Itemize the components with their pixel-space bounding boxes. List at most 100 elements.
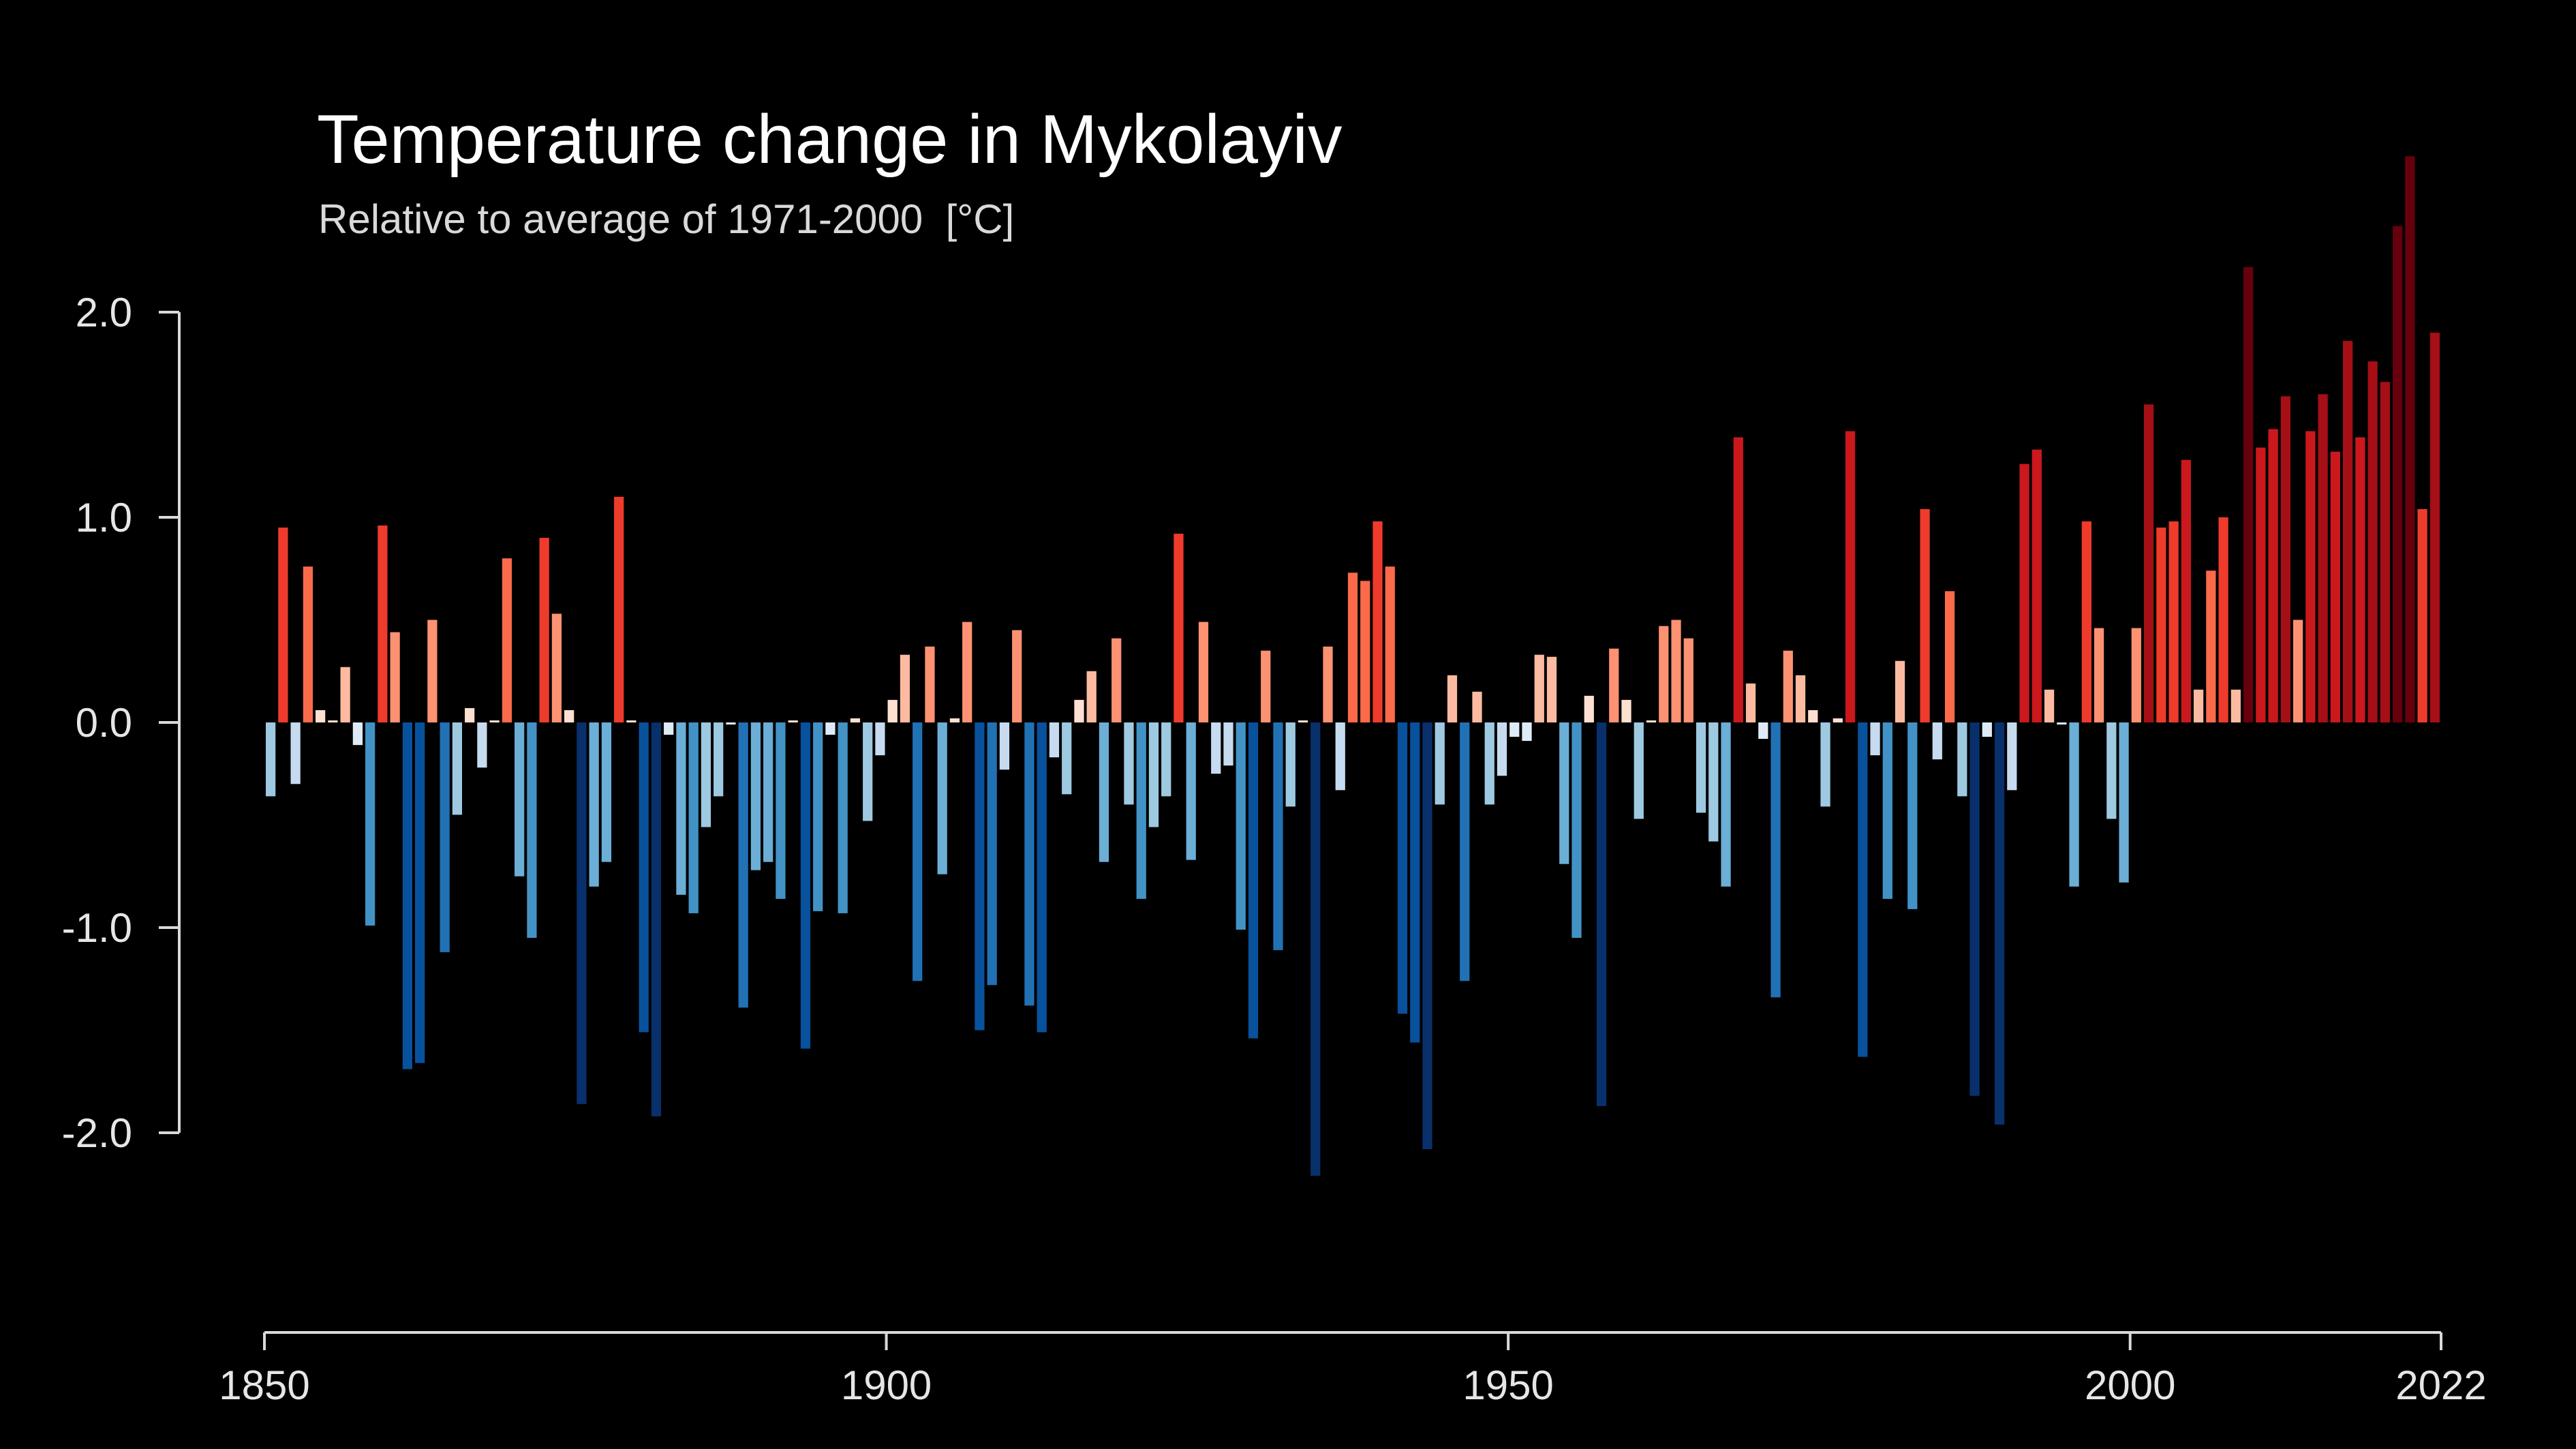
y-tick-label: -1.0 — [62, 905, 132, 951]
bar-1934 — [1310, 722, 1321, 1176]
bar-1985 — [1944, 591, 1955, 722]
bar-1990 — [2007, 722, 2017, 791]
y-tick-label: -2.0 — [62, 1110, 132, 1156]
bar-1948 — [1484, 722, 1494, 805]
bar-1909 — [999, 722, 1010, 770]
bar-1932 — [1285, 722, 1295, 807]
bar-1994 — [2057, 722, 2067, 725]
bar-1878 — [614, 496, 624, 722]
bar-1961 — [1646, 720, 1657, 722]
chart-subtitle: Relative to average of 1971-2000 [°C] — [318, 196, 1015, 242]
bar-1865 — [452, 722, 463, 815]
bar-2005 — [2193, 689, 2204, 722]
bar-2012 — [2280, 396, 2290, 722]
bar-1965 — [1696, 722, 1706, 813]
bar-1930 — [1261, 650, 1271, 722]
chart-title: Temperature change in Mykolayiv — [317, 102, 1343, 178]
bar-1958 — [1609, 648, 1619, 722]
bar-1859 — [378, 525, 388, 722]
bar-1978 — [1858, 722, 1868, 1057]
bar-1968 — [1733, 437, 1743, 722]
bar-1983 — [1920, 508, 1930, 722]
bar-1904 — [937, 722, 947, 874]
bar-1926 — [1211, 722, 1221, 774]
bar-1970 — [1758, 722, 1768, 739]
bar-1916 — [1086, 671, 1097, 722]
bar-1922 — [1161, 722, 1171, 797]
bar-1986 — [1957, 722, 1967, 797]
bars-group — [266, 156, 2440, 1176]
y-axis: 2.0 1.0 0.0 -1.0 -2.0 — [62, 290, 181, 1156]
bar-1964 — [1683, 638, 1693, 722]
bar-1925 — [1198, 622, 1209, 722]
x-tick-label: 2022 — [2395, 1362, 2486, 1408]
bar-1854 — [316, 710, 326, 722]
bar-1853 — [303, 566, 313, 722]
bar-1875 — [577, 722, 587, 1104]
bar-2008 — [2230, 689, 2241, 722]
bar-1946 — [1460, 722, 1470, 981]
bar-1947 — [1472, 691, 1482, 722]
bar-1911 — [1024, 722, 1034, 1006]
bar-1991 — [2019, 463, 2029, 722]
bar-1872 — [539, 538, 549, 722]
bar-2004 — [2181, 459, 2191, 722]
bar-1876 — [589, 722, 599, 887]
bar-1995 — [2069, 722, 2079, 887]
bar-1863 — [427, 620, 438, 722]
bar-1895 — [825, 722, 835, 735]
bar-1982 — [1907, 722, 1918, 909]
bar-1892 — [788, 720, 798, 722]
bar-1886 — [714, 722, 724, 797]
bar-1880 — [639, 722, 649, 1033]
bar-1939 — [1373, 521, 1383, 722]
bar-2002 — [2156, 528, 2166, 722]
bar-1971 — [1770, 722, 1781, 998]
bar-2020 — [2380, 382, 2390, 722]
bar-1881 — [651, 722, 662, 1116]
bar-1914 — [1062, 722, 1072, 795]
bar-2013 — [2293, 620, 2303, 722]
bar-1950 — [1509, 722, 1520, 737]
bar-1937 — [1347, 573, 1358, 722]
bar-1898 — [863, 722, 873, 821]
bar-1952 — [1534, 654, 1544, 722]
bar-1870 — [515, 722, 525, 876]
bar-1956 — [1584, 695, 1594, 722]
bar-1944 — [1435, 722, 1445, 805]
bar-1857 — [352, 722, 363, 746]
bar-1979 — [1870, 722, 1880, 756]
y-tick-label: 0.0 — [76, 700, 132, 746]
bar-2017 — [2343, 341, 2353, 722]
bar-1903 — [925, 646, 935, 722]
bar-1969 — [1745, 683, 1756, 722]
bar-2016 — [2330, 451, 2340, 722]
bar-2019 — [2367, 361, 2378, 722]
bar-1889 — [750, 722, 761, 870]
bar-1874 — [564, 710, 574, 722]
bar-2011 — [2268, 429, 2278, 722]
bar-1896 — [838, 722, 848, 913]
bar-1884 — [688, 722, 699, 913]
bar-1901 — [900, 654, 910, 722]
x-axis: 1850 1900 1950 2000 2022 — [219, 1331, 2487, 1408]
x-tick-label: 1900 — [841, 1362, 932, 1408]
bar-1943 — [1422, 722, 1432, 1150]
bar-1906 — [962, 622, 972, 722]
bar-1917 — [1099, 722, 1109, 862]
bar-1850 — [266, 722, 276, 797]
bar-1988 — [1982, 722, 1992, 737]
bar-1997 — [2094, 628, 2104, 722]
bar-1866 — [465, 707, 475, 722]
bar-1858 — [365, 722, 375, 926]
bar-2018 — [2355, 437, 2365, 722]
bar-1905 — [949, 718, 960, 722]
bar-1861 — [402, 722, 413, 1069]
bar-1900 — [887, 699, 898, 722]
bar-1989 — [1994, 722, 2005, 1125]
bar-2015 — [2318, 394, 2328, 722]
bar-1987 — [1969, 722, 1980, 1096]
bar-1966 — [1708, 722, 1719, 842]
bar-1941 — [1397, 722, 1408, 1014]
bar-1871 — [527, 722, 537, 939]
